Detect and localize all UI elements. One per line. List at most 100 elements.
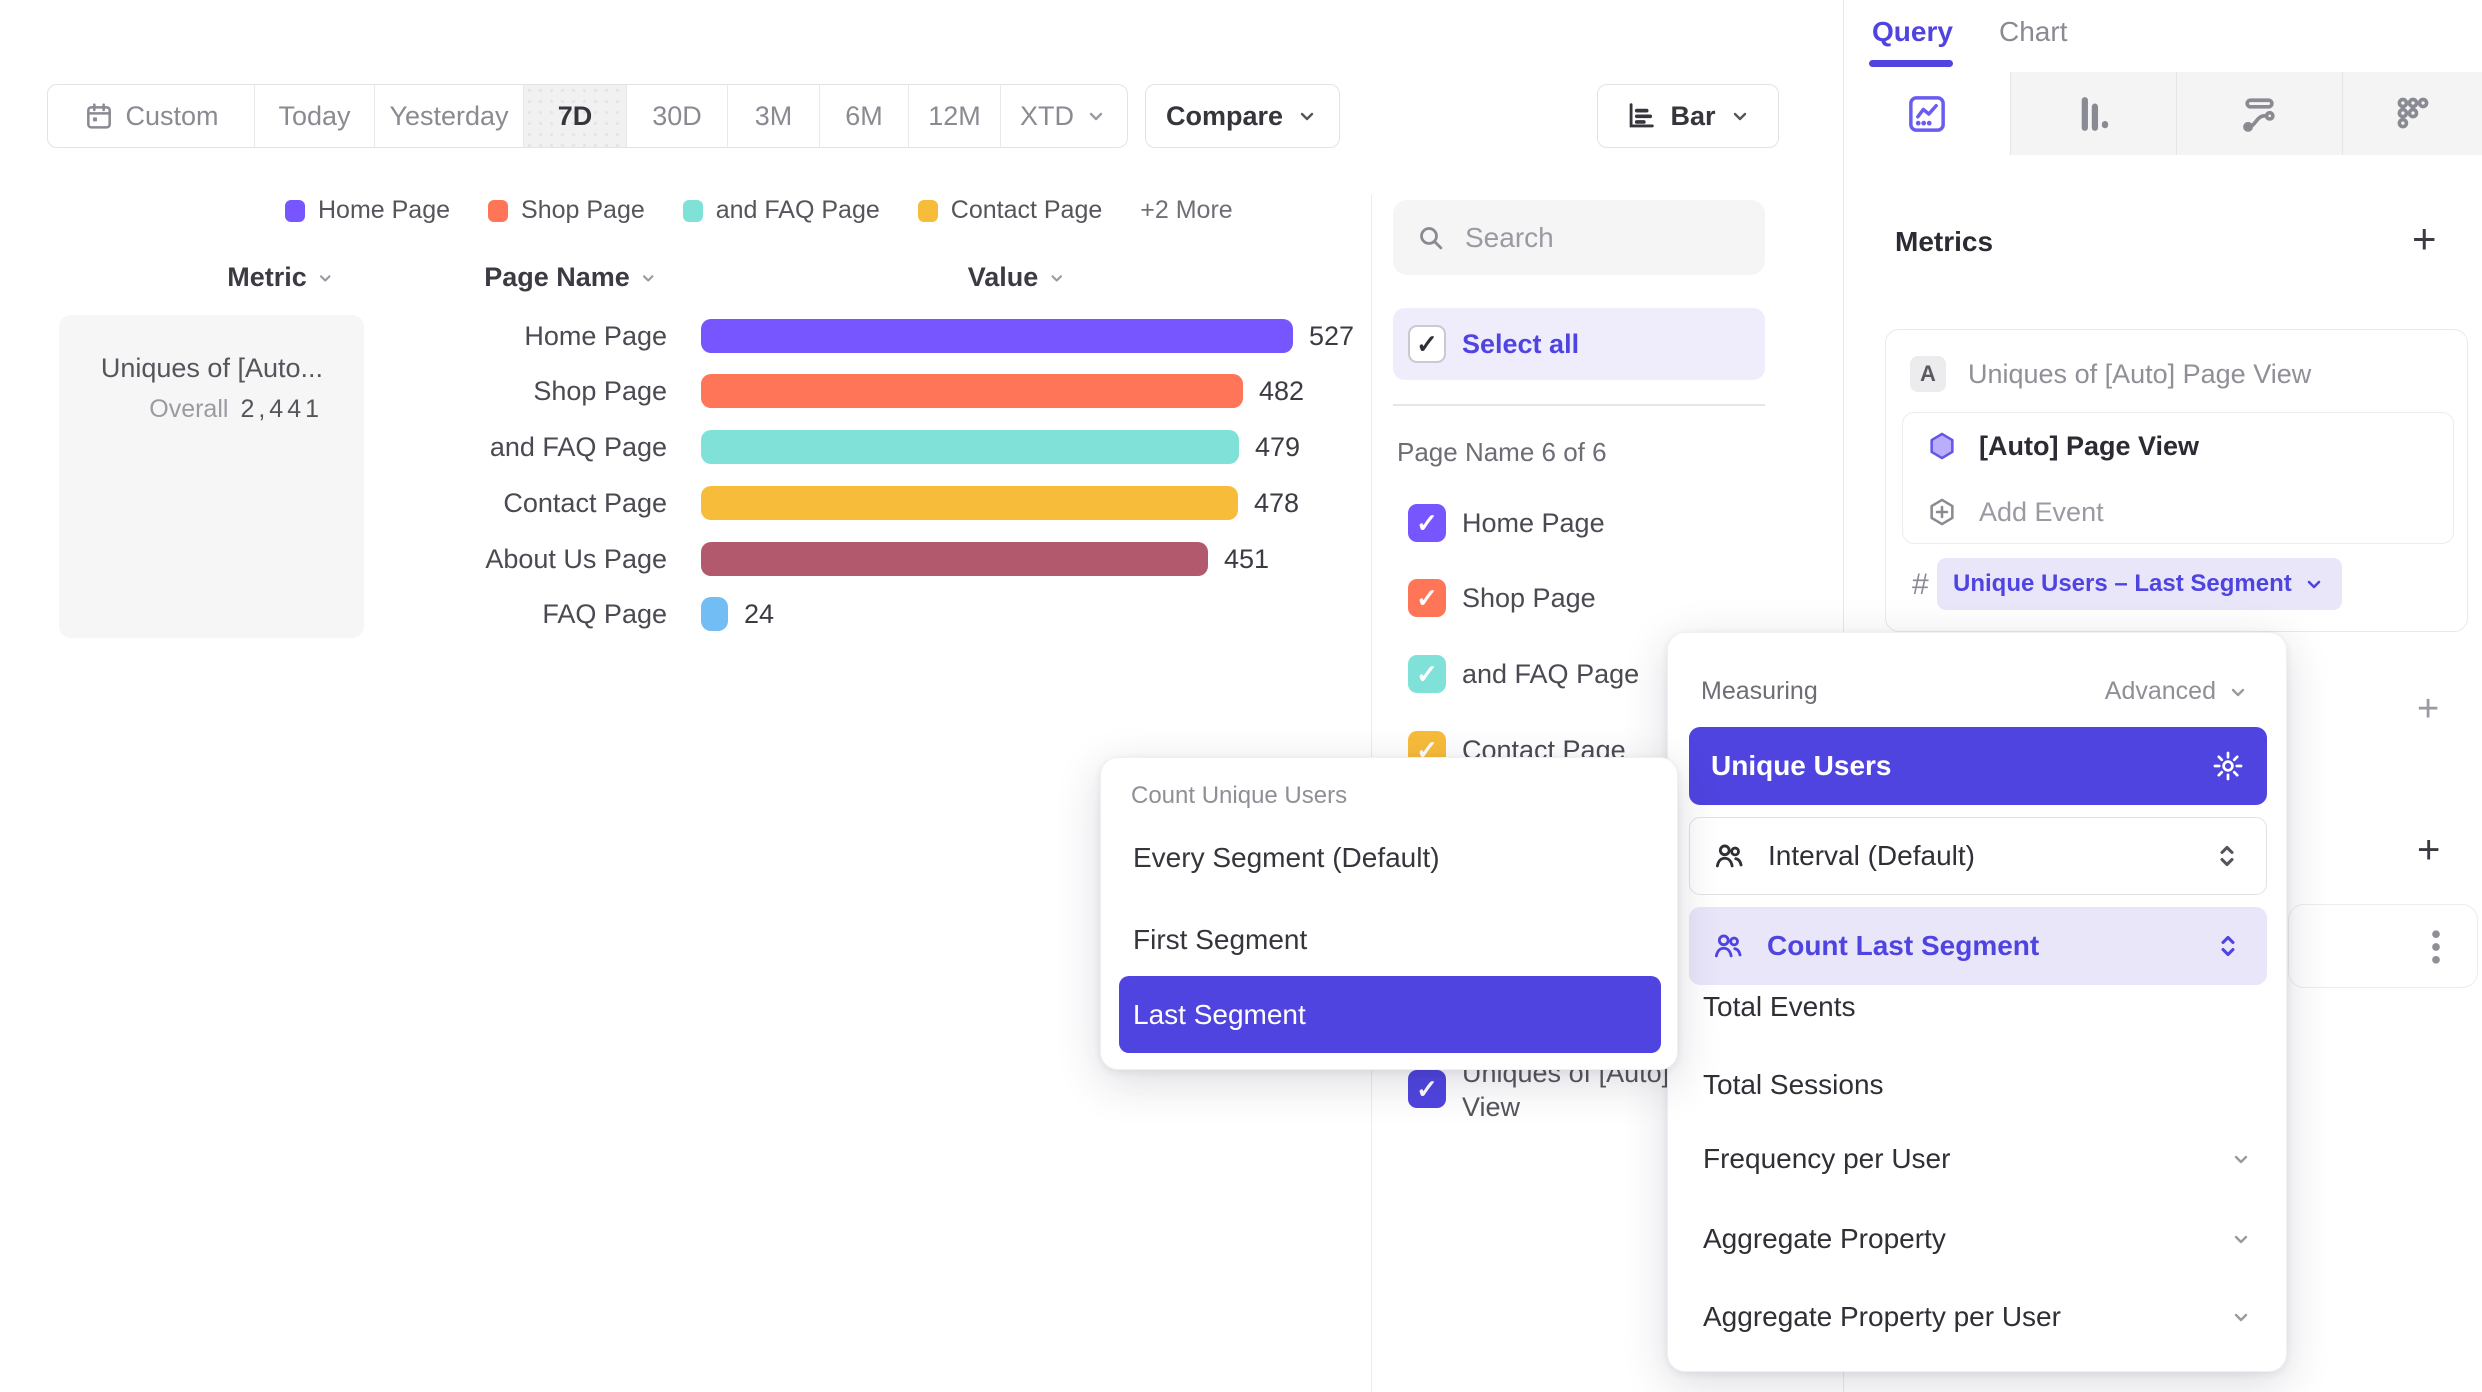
row-label: Contact Page (503, 488, 667, 518)
date-range-6m[interactable]: 6M (819, 85, 908, 147)
more-options-icon[interactable] (2419, 925, 2453, 969)
segment-option-last-segment[interactable]: Last Segment (1119, 976, 1661, 1053)
measuring-option-frequency-per-user[interactable]: Frequency per User (1703, 1131, 2253, 1187)
chevron-down-icon (642, 274, 654, 282)
checkbox[interactable] (1408, 655, 1446, 693)
chevron-down-icon (1089, 112, 1103, 121)
legend-more-label[interactable]: +2 More (1140, 196, 1233, 224)
date-range-12m[interactable]: 12M (908, 85, 1000, 147)
value-label: 482 (1259, 376, 1305, 406)
menu-option-unique-users[interactable]: Unique Users (1689, 727, 2267, 805)
advanced-toggle[interactable]: Advanced (2105, 677, 2250, 706)
date-range-yesterday[interactable]: Yesterday (374, 85, 523, 147)
count-segment-dropdown-menu: Count Unique Users Every Segment (Defaul… (1100, 757, 1678, 1070)
metric-row-label: Uniques of [Auto] Page View (1968, 358, 2312, 389)
select-all-row[interactable]: Select all (1393, 308, 1765, 380)
legend-label: Home Page (318, 196, 451, 224)
chevron-down-icon (2234, 1155, 2248, 1164)
date-range-30d[interactable]: 30D (626, 85, 727, 147)
metric-overall: Overall 2,441 (149, 395, 323, 423)
gear-icon[interactable] (2211, 749, 2245, 783)
date-range-3m[interactable]: 3M (727, 85, 819, 147)
active-tab-underline (1869, 60, 1953, 67)
measurement-pill[interactable]: Unique Users – Last Segment (1937, 558, 2342, 610)
flows-icon (2242, 97, 2275, 132)
select-all-checkbox[interactable] (1408, 325, 1446, 363)
filter-item-home-page[interactable]: Home Page (1393, 503, 1765, 543)
legend-label: Contact Page (950, 196, 1103, 224)
checkbox[interactable] (1408, 504, 1446, 542)
add-breakdown-button[interactable]: + (2417, 828, 2441, 872)
legend-swatch (285, 199, 305, 222)
users-icon (1714, 934, 1742, 958)
value-bar[interactable] (701, 486, 1238, 520)
metric-row[interactable]: A Uniques of [Auto] Page View (1910, 356, 2311, 392)
date-range-xtd[interactable]: XTD (1000, 85, 1127, 147)
menu-option-interval[interactable]: Interval (Default) (1689, 817, 2267, 895)
date-range-today[interactable]: Today (254, 85, 374, 147)
filter-item-label: Shop Page (1462, 582, 1596, 613)
value-bar[interactable] (701, 430, 1239, 464)
legend-item[interactable]: Shop Page (488, 196, 645, 225)
chart-legend: Home Page Shop Page and FAQ Page Contact Pa… (285, 196, 1233, 225)
legend-swatch (682, 199, 703, 222)
search-input[interactable]: Search (1393, 200, 1765, 275)
value-label: 479 (1255, 432, 1301, 462)
insights-line-chart-icon (1909, 95, 1945, 132)
tab-chart[interactable]: Chart (1999, 16, 2068, 47)
legend-item[interactable]: Home Page (285, 196, 450, 225)
add-metric-button[interactable]: + (2412, 215, 2437, 262)
metric-checkbox[interactable] (1408, 1070, 1446, 1108)
retention-dots-icon (2397, 97, 2429, 128)
type-tab-bars[interactable] (2010, 72, 2176, 155)
measuring-option-aggregate-property[interactable]: Aggregate Property (1703, 1211, 2253, 1267)
measuring-option-total-events[interactable]: Total Events (1703, 991, 1856, 1022)
segment-option-every-segment-default-[interactable]: Every Segment (Default) (1133, 842, 1440, 873)
metric-card: A Uniques of [Auto] Page View [Auto] Pag… (1885, 329, 2468, 632)
legend-item[interactable]: and FAQ Page (682, 196, 880, 225)
value-bar[interactable] (701, 374, 1243, 408)
column-header-value[interactable]: Value (968, 262, 1067, 293)
group-count-label: Page Name 6 of 6 (1397, 437, 1607, 467)
row-label: and FAQ Page (489, 432, 667, 462)
type-tab-retention[interactable] (2342, 72, 2482, 155)
compare-button[interactable]: Compare (1145, 84, 1340, 148)
value-bar[interactable] (701, 597, 728, 631)
select-all-label: Select all (1462, 328, 1580, 359)
filter-item-shop-page[interactable]: Shop Page (1393, 578, 1765, 618)
breakdown-chip-card[interactable] (2288, 904, 2478, 988)
chevron-down-icon (2307, 580, 2321, 589)
measuring-option-aggregate-property-per-user[interactable]: Aggregate Property per User (1703, 1289, 2253, 1345)
measuring-option-total-sessions[interactable]: Total Sessions (1703, 1069, 1884, 1100)
legend-label: and FAQ Page (715, 196, 880, 224)
column-header-metric[interactable]: Metric (227, 262, 335, 293)
divider (1393, 404, 1765, 406)
metric-summary-cell[interactable]: Uniques of [Auto... Overall 2,441 (59, 315, 364, 638)
column-header-page-name[interactable]: Page Name (484, 262, 658, 293)
add-filter-button[interactable]: + (2417, 688, 2440, 730)
segment-option-first-segment[interactable]: First Segment (1133, 924, 1308, 955)
legend-item[interactable]: Contact Page (917, 196, 1103, 225)
legend-swatch (488, 199, 509, 222)
unfold-stepper-icon[interactable] (2211, 929, 2245, 963)
type-tab-insights[interactable] (1844, 72, 2010, 155)
chart-type-button[interactable]: Bar (1597, 84, 1779, 148)
date-range-custom[interactable]: Custom (48, 85, 254, 147)
event-row[interactable]: [Auto] Page View (1903, 413, 2455, 479)
checkbox[interactable] (1408, 579, 1446, 617)
metric-letter-badge: A (1910, 356, 1946, 392)
value-bar[interactable] (701, 542, 1208, 576)
value-bar[interactable] (701, 319, 1293, 353)
filter-item-and-faq-page[interactable]: and FAQ Page (1393, 654, 1765, 694)
event-card: [Auto] Page View Add Event (1902, 412, 2454, 544)
tab-query[interactable]: Query (1872, 16, 1953, 47)
add-event-label: Add Event (1979, 496, 2104, 527)
date-range-7d[interactable]: 7D (523, 85, 626, 147)
date-range-segmented-control: Custom Today Yesterday 7D 30D 3M 6M 12M XTD (47, 84, 1128, 148)
menu-option-count-last-segment[interactable]: Count Last Segment (1689, 907, 2267, 985)
filter-item-label: and FAQ Page (1462, 658, 1640, 689)
unfold-stepper-icon[interactable] (2210, 839, 2244, 873)
chevron-down-icon (2234, 1235, 2248, 1244)
type-tab-flows[interactable] (2176, 72, 2342, 155)
add-event-row[interactable]: Add Event (1903, 479, 2455, 545)
